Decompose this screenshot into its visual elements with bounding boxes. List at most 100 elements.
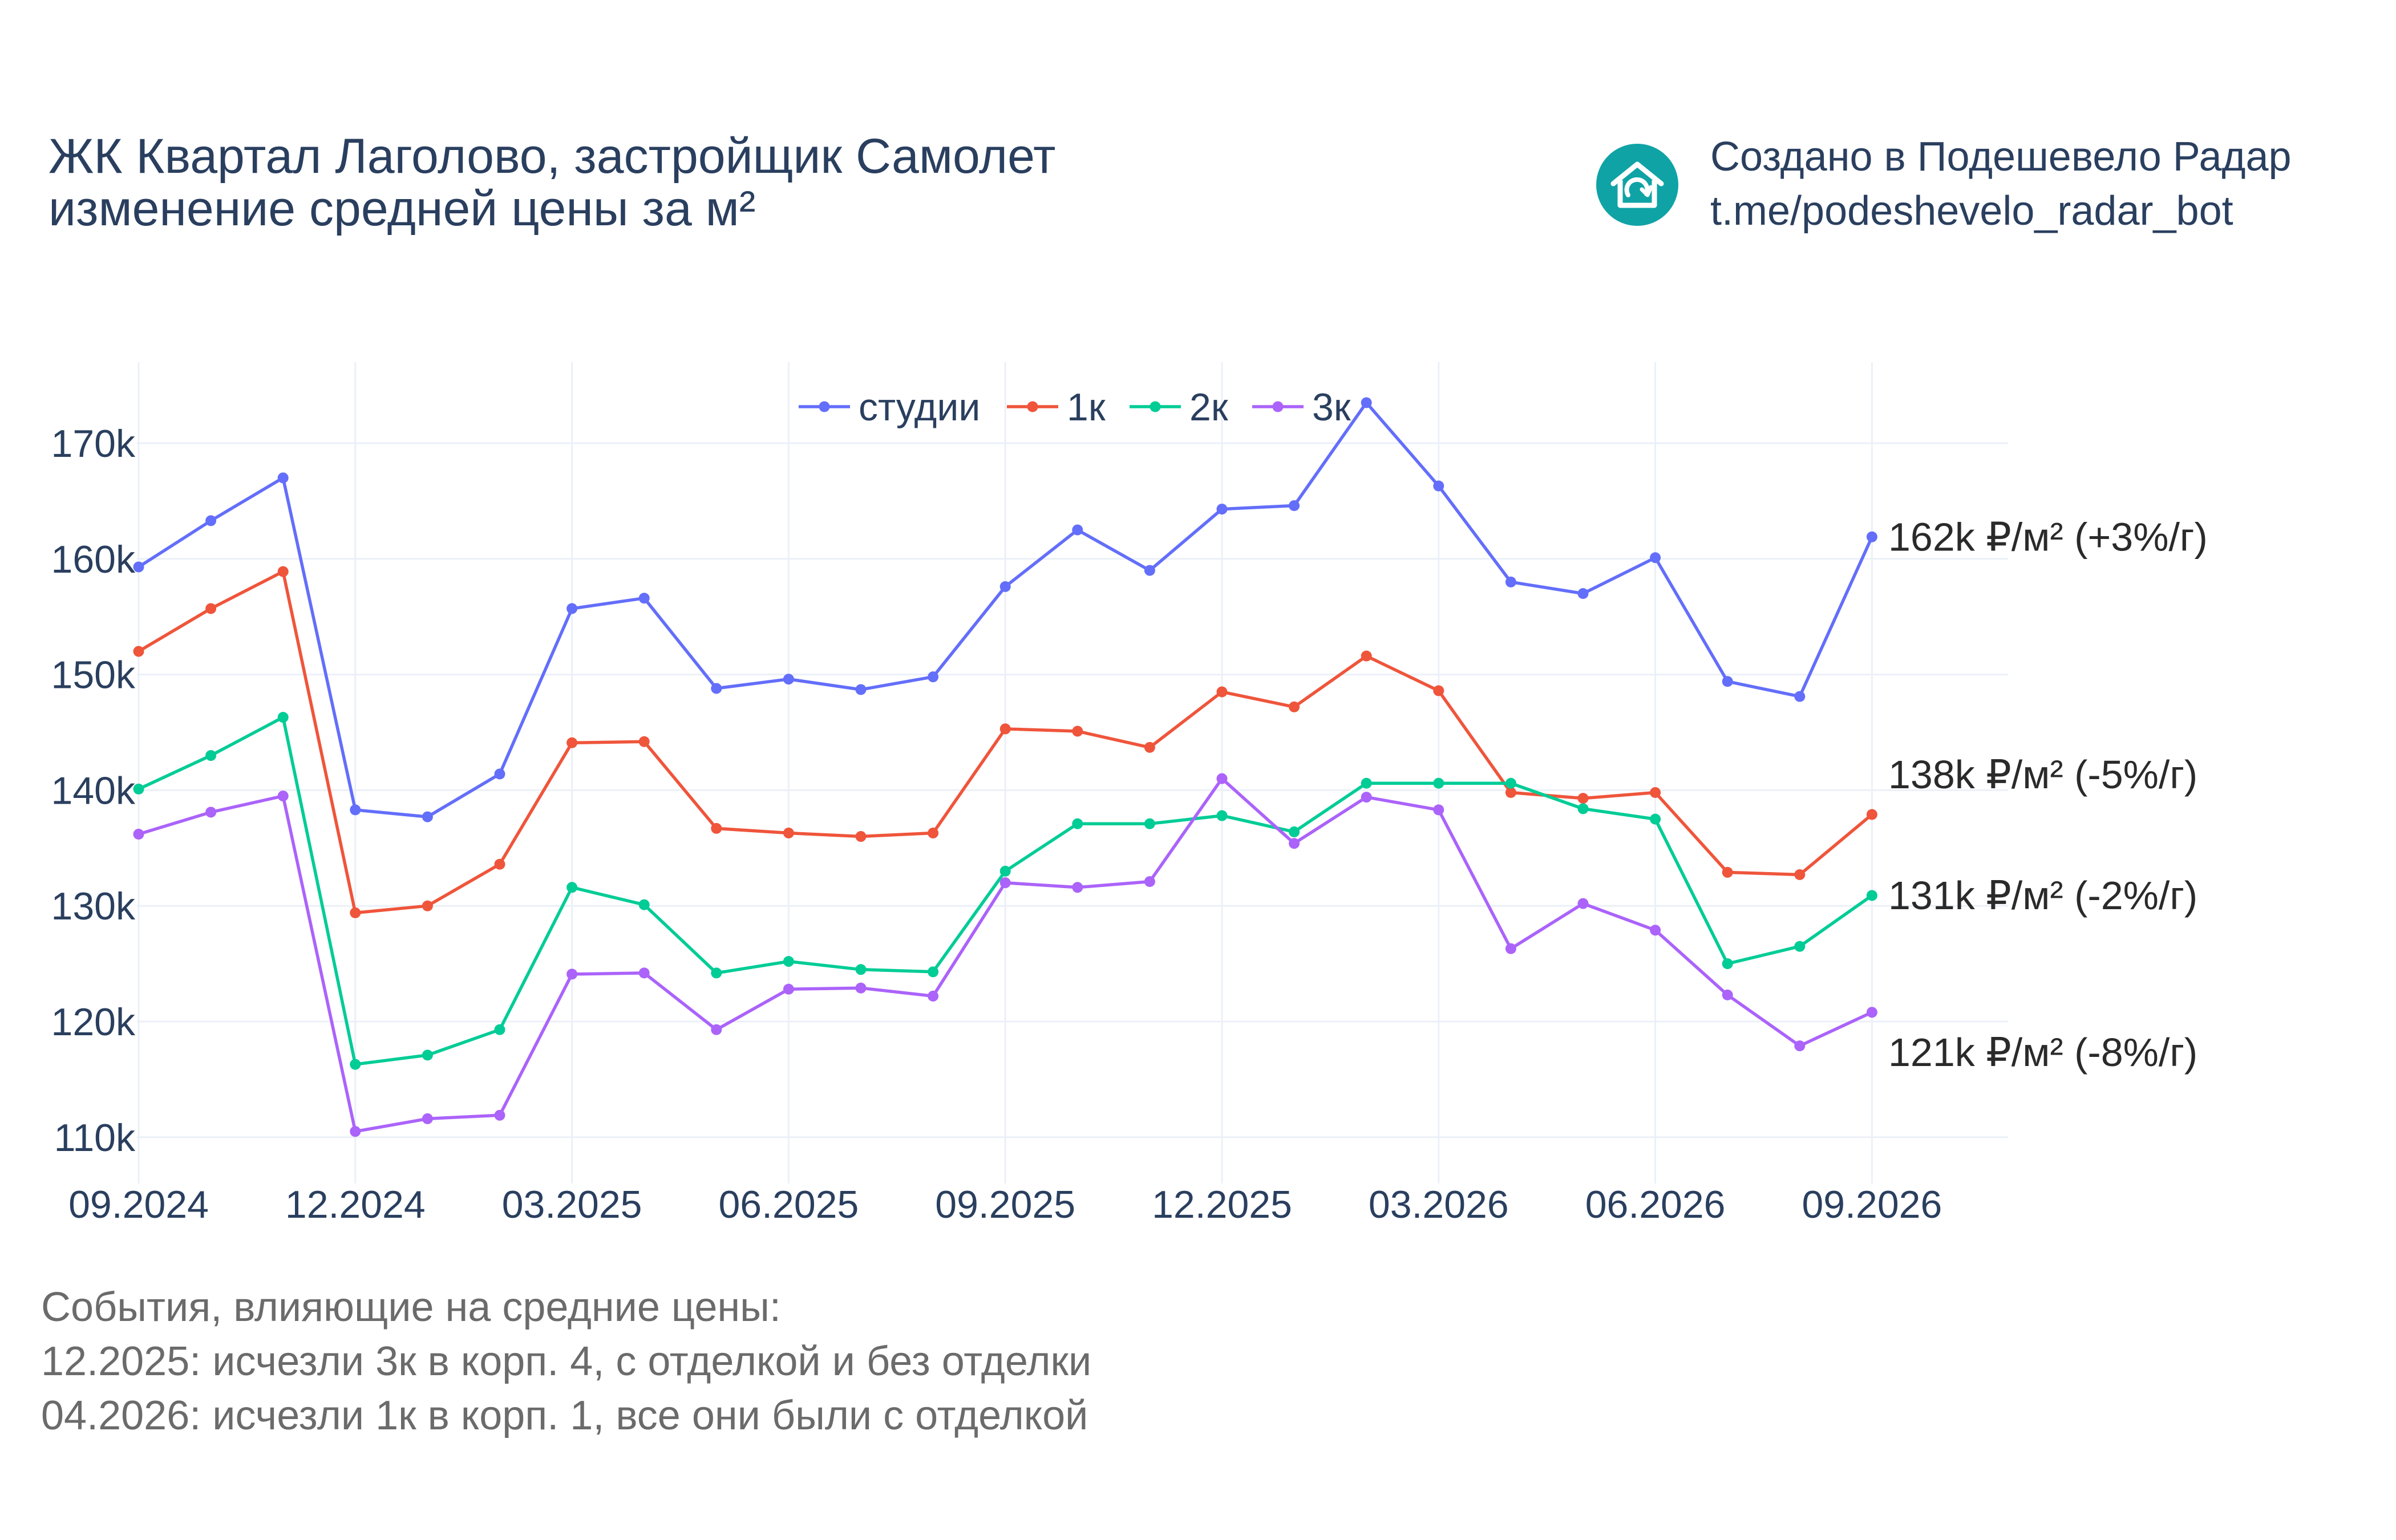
data-point[interactable] <box>422 1049 433 1061</box>
data-point[interactable] <box>638 736 650 747</box>
data-point[interactable] <box>1433 804 1444 816</box>
data-point[interactable] <box>1577 898 1589 909</box>
data-point[interactable] <box>566 603 578 614</box>
data-point[interactable] <box>1794 869 1806 880</box>
data-point[interactable] <box>1433 685 1444 696</box>
data-point[interactable] <box>1433 777 1444 789</box>
data-point[interactable] <box>855 684 867 695</box>
data-point[interactable] <box>999 723 1011 735</box>
data-point[interactable] <box>1144 818 1155 829</box>
data-point[interactable] <box>566 968 578 980</box>
data-point[interactable] <box>494 1024 505 1035</box>
data-point[interactable] <box>422 900 433 911</box>
data-point[interactable] <box>277 472 289 484</box>
data-point[interactable] <box>783 983 794 995</box>
data-point[interactable] <box>1505 787 1516 798</box>
data-point[interactable] <box>133 783 144 795</box>
data-point[interactable] <box>350 1126 361 1137</box>
data-point[interactable] <box>1577 803 1589 814</box>
data-point[interactable] <box>783 956 794 967</box>
data-point[interactable] <box>1650 552 1661 564</box>
data-point[interactable] <box>1361 777 1372 789</box>
data-point[interactable] <box>350 1059 361 1070</box>
data-point[interactable] <box>1072 818 1083 829</box>
data-point[interactable] <box>1361 650 1372 662</box>
data-point[interactable] <box>350 804 361 816</box>
data-point[interactable] <box>1505 777 1516 789</box>
data-point[interactable] <box>1144 876 1155 887</box>
data-point[interactable] <box>566 737 578 748</box>
data-point[interactable] <box>1361 792 1372 803</box>
data-point[interactable] <box>711 967 722 979</box>
data-point[interactable] <box>1866 531 1877 542</box>
data-point[interactable] <box>1072 524 1083 536</box>
data-point[interactable] <box>638 967 650 979</box>
data-point[interactable] <box>999 877 1011 889</box>
data-point[interactable] <box>1289 826 1300 837</box>
data-point[interactable] <box>350 907 361 918</box>
data-point[interactable] <box>1866 1007 1877 1018</box>
data-point[interactable] <box>1216 686 1228 698</box>
brand-link[interactable]: t.me/podeshevelo_radar_bot <box>1710 188 2233 234</box>
data-point[interactable] <box>999 865 1011 877</box>
data-point[interactable] <box>1722 676 1733 687</box>
data-point[interactable] <box>928 827 939 838</box>
data-point[interactable] <box>1072 726 1083 737</box>
data-point[interactable] <box>928 990 939 1002</box>
data-point[interactable] <box>1289 701 1300 712</box>
data-point[interactable] <box>855 831 867 842</box>
legend-item-4[interactable]: 3к <box>1252 386 1351 429</box>
legend-item-1[interactable]: студии <box>799 386 980 429</box>
data-point[interactable] <box>1794 691 1806 702</box>
data-point[interactable] <box>494 1109 505 1121</box>
data-point[interactable] <box>638 593 650 604</box>
data-point[interactable] <box>783 827 794 838</box>
data-point[interactable] <box>711 822 722 834</box>
data-point[interactable] <box>1577 793 1589 804</box>
data-point[interactable] <box>277 712 289 723</box>
data-point[interactable] <box>205 603 217 614</box>
data-point[interactable] <box>1505 943 1516 954</box>
data-point[interactable] <box>494 858 505 870</box>
data-point[interactable] <box>566 882 578 893</box>
data-point[interactable] <box>1144 565 1155 576</box>
data-point[interactable] <box>1216 810 1228 821</box>
data-point[interactable] <box>1361 397 1372 408</box>
data-point[interactable] <box>133 561 144 573</box>
data-point[interactable] <box>277 791 289 802</box>
data-point[interactable] <box>1144 741 1155 753</box>
data-point[interactable] <box>999 581 1011 592</box>
data-point[interactable] <box>1722 866 1733 878</box>
data-point[interactable] <box>1722 958 1733 970</box>
data-point[interactable] <box>133 646 144 657</box>
data-point[interactable] <box>1866 809 1877 820</box>
data-point[interactable] <box>711 1024 722 1035</box>
data-point[interactable] <box>1722 989 1733 1000</box>
data-point[interactable] <box>133 828 144 840</box>
data-point[interactable] <box>1794 1040 1806 1052</box>
data-point[interactable] <box>711 683 722 694</box>
data-point[interactable] <box>1072 882 1083 893</box>
data-point[interactable] <box>1650 787 1661 798</box>
data-point[interactable] <box>1505 576 1516 587</box>
data-point[interactable] <box>1216 504 1228 515</box>
data-point[interactable] <box>1794 941 1806 952</box>
data-point[interactable] <box>855 964 867 975</box>
data-point[interactable] <box>638 899 650 910</box>
data-point[interactable] <box>1216 773 1228 784</box>
data-point[interactable] <box>1289 838 1300 849</box>
data-point[interactable] <box>928 671 939 683</box>
data-point[interactable] <box>494 768 505 780</box>
data-point[interactable] <box>1650 925 1661 936</box>
data-point[interactable] <box>1577 588 1589 599</box>
data-point[interactable] <box>205 807 217 818</box>
data-point[interactable] <box>277 566 289 577</box>
data-point[interactable] <box>783 674 794 685</box>
data-point[interactable] <box>855 982 867 994</box>
data-point[interactable] <box>1289 500 1300 511</box>
data-point[interactable] <box>1650 813 1661 825</box>
legend-item-3[interactable]: 2к <box>1130 386 1229 429</box>
data-point[interactable] <box>422 811 433 822</box>
data-point[interactable] <box>205 750 217 761</box>
data-point[interactable] <box>1433 480 1444 492</box>
